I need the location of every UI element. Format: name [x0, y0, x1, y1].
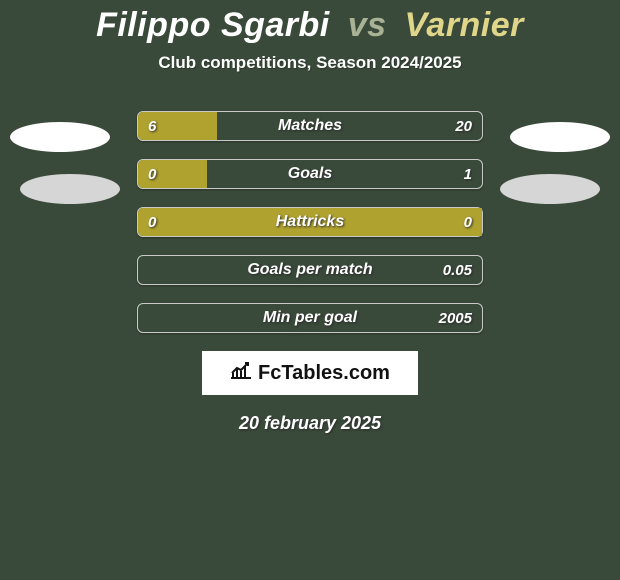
vs-text: vs — [348, 6, 387, 44]
page-title: Filippo Sgarbi vs Varnier — [0, 0, 620, 45]
stat-rows: 620Matches 01Goals 00Hattricks 0.05Goals pe… — [137, 111, 483, 333]
club-badge-left-1 — [10, 122, 110, 152]
chart-icon — [230, 361, 252, 385]
comparison-card: Filippo Sgarbi vs Varnier Club competiti… — [0, 0, 620, 580]
stat-label: Min per goal — [138, 304, 482, 332]
stat-row-2: 00Hattricks — [137, 207, 483, 237]
player1-name: Filippo Sgarbi — [96, 6, 330, 44]
stat-label: Hattricks — [138, 208, 482, 236]
player2-name: Varnier — [404, 6, 523, 44]
stat-row-4: 2005Min per goal — [137, 303, 483, 333]
stat-label: Goals per match — [138, 256, 482, 284]
date-text: 20 february 2025 — [0, 413, 620, 434]
stat-label: Matches — [138, 112, 482, 140]
club-badge-right-2 — [500, 174, 600, 204]
logo-text: FcTables.com — [258, 362, 390, 385]
club-badge-right-1 — [510, 122, 610, 152]
stat-row-1: 01Goals — [137, 159, 483, 189]
club-badge-left-2 — [20, 174, 120, 204]
stat-row-3: 0.05Goals per match — [137, 255, 483, 285]
logo: FcTables.com — [230, 361, 390, 385]
stat-label: Goals — [138, 160, 482, 188]
logo-box: FcTables.com — [202, 351, 418, 395]
stat-row-0: 620Matches — [137, 111, 483, 141]
subtitle: Club competitions, Season 2024/2025 — [0, 53, 620, 73]
